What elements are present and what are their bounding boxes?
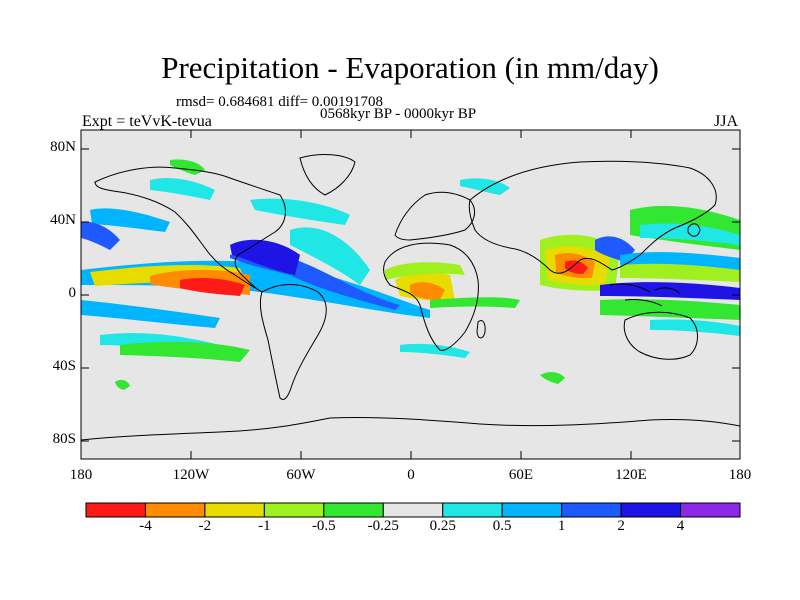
lon-label-0: 0 [407,467,415,483]
stats-subtitle: rmsd= 0.684681 diff= 0.00191708 [176,94,384,110]
contour-blue-natl [90,208,170,232]
colorbar-swatch [620,502,682,518]
colorbar-label: -2 [198,518,212,534]
colorbar-swatch [442,502,503,518]
colorbar-label: 1 [557,518,566,534]
coast-antarctica [80,416,741,441]
contour-cyan-natl [250,198,350,225]
period-subtitle: 0568kyr BP - 0000kyr BP [320,106,477,122]
lon-label-60w: 60W [286,467,316,483]
colorbar-swatch [323,502,384,518]
contour-red-pacific [180,277,245,296]
lat-label-80n: 80N [50,139,76,155]
coast-indonesia [609,283,681,307]
contour-green-indian [430,297,520,308]
lat-label-40n: 40N [50,212,76,228]
colorbar-swatch [85,502,146,518]
colorbar-label: -0.5 [311,518,336,534]
contour-cyan-atlantic [290,227,370,285]
colorbar-label: 4 [676,518,685,534]
colorbar [85,502,741,518]
coast-africa [383,242,479,351]
contour-green-south2 [540,372,565,384]
lat-ticks [81,148,740,442]
colorbar-label: -4 [139,518,152,534]
contour-cyan-spac-w [650,319,740,336]
coast-greenland [299,154,356,196]
colorbar-swatch [561,502,622,518]
colorbar-swatch [263,502,325,518]
contour-green-wpac2 [620,263,740,282]
experiment-label: Expt = teVvK-tevua [82,113,212,130]
contour-orange-africa [410,282,445,300]
contour-green-maritime [600,299,740,320]
lat-label-80s: 80S [52,431,76,447]
contour-green-spac [120,341,250,362]
colorbar-swatch [680,502,741,518]
coast-madagascar [476,319,486,339]
colorbar-label: 0.5 [492,518,512,534]
chart-title: Precipitation - Evaporation (in mm/day) [161,50,659,85]
colorbar-label: -0.25 [367,518,399,534]
contour-red-india [565,260,588,274]
colorbar-swatch [144,502,206,518]
lon-label-120e: 120E [615,467,647,483]
lon-label-60e: 60E [508,467,534,483]
colorbar-swatch [204,502,265,518]
coast-japan [687,223,701,237]
coast-europe [394,191,476,241]
coast-australia [623,311,698,360]
lat-label-40s: 40S [52,358,76,374]
contour-green-africa [385,262,465,280]
colorbar-swatch [382,502,444,518]
lon-label-120w: 120W [172,467,210,483]
contour-dblue-caribbean [230,239,300,275]
lon-label-180e: 180 [728,467,752,483]
contour-dblue-wpac [600,282,740,300]
coast-north-america [94,166,286,293]
colorbar-swatch [501,502,563,518]
contour-cyan-atl-s [400,343,470,358]
colorbar-label: -1 [258,518,271,534]
lon-label-180w: 180 [69,467,93,483]
colorbar-label: 2 [617,518,625,534]
season-label: JJA [714,113,739,130]
coastlines [80,154,741,441]
contour-blue-spac [81,300,220,328]
contour-green-nam [170,159,205,175]
coast-asia [468,160,717,274]
coast-south-america [259,284,327,400]
colorbar-label: 0.25 [429,518,456,534]
lon-ticks [80,130,741,459]
contour-green-south1 [115,379,130,390]
contour-dblue-npac [81,221,120,250]
contour-cyan-npac2 [150,178,215,200]
lat-label-0: 0 [68,285,77,301]
